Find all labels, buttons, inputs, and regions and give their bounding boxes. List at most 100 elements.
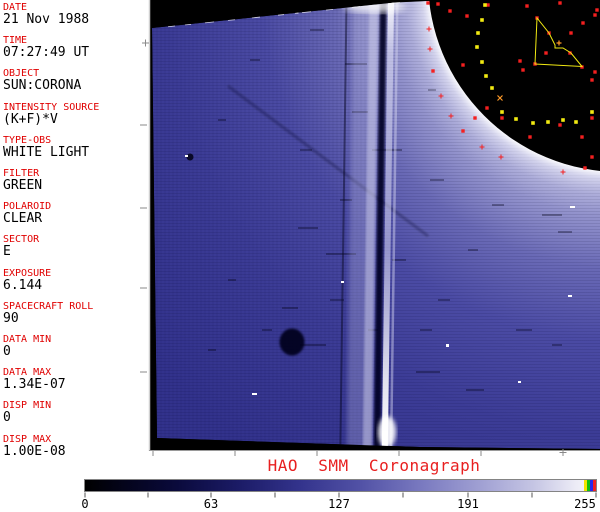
marker-yellow-square — [561, 118, 565, 122]
field-value: 07:27:49 UT — [3, 45, 90, 60]
plot-axes — [140, 0, 600, 456]
marker-red-square — [436, 2, 440, 6]
marker-red-cross — [427, 46, 433, 52]
marker-yellow-square — [490, 86, 494, 90]
colorbar-top-color-blue — [590, 480, 593, 491]
metadata-field: EXPOSURE 6.144 — [3, 268, 51, 293]
colorbar-top-color-red — [593, 480, 596, 491]
field-value: E — [3, 244, 11, 259]
marker-red-cross — [498, 154, 504, 160]
metadata-field: TIME 07:27:49 UT — [3, 35, 89, 60]
marker-red-square — [448, 9, 452, 13]
marker-red-square — [595, 8, 599, 12]
marker-yellow-square — [546, 120, 550, 124]
marker-orange-x — [497, 95, 503, 101]
field-label: DATE — [3, 2, 28, 13]
marker-red-square — [486, 3, 490, 7]
colorbar-top-color-yellow — [584, 480, 587, 491]
colorbar-tick-label: 191 — [457, 497, 479, 511]
metadata-field: DATA MIN 0 — [3, 334, 51, 359]
colorbar-tick-label: 255 — [574, 497, 596, 511]
marker-red-square — [580, 135, 584, 139]
marker-red-square — [590, 78, 594, 82]
marker-red-cross — [448, 113, 454, 119]
marker-red-cross — [479, 144, 485, 150]
marker-red-square — [461, 129, 465, 133]
marker-red-square — [558, 123, 562, 127]
marker-yellow-square — [483, 3, 487, 7]
marker-red-square — [528, 135, 532, 139]
field-value: GREEN — [3, 178, 43, 193]
marker-red-cross — [438, 93, 444, 99]
marker-red-square — [426, 1, 430, 5]
field-value: (K+F)*V — [3, 112, 58, 127]
colorbar-top-color-green — [587, 480, 590, 491]
marker-yellow-square — [500, 110, 504, 114]
metadata-field: DATE 21 Nov 1988 — [3, 2, 89, 27]
dark-spot — [186, 153, 194, 161]
field-label: DISP MIN — [3, 400, 52, 411]
field-label: SECTOR — [3, 234, 40, 245]
colorbar-tick-label: 127 — [328, 497, 350, 511]
marker-red-cross — [426, 26, 432, 32]
field-label: TYPE-OBS — [3, 135, 52, 146]
marker-red-square — [590, 116, 594, 120]
marker-red-square — [465, 14, 469, 18]
field-label: DATA MIN — [3, 334, 52, 345]
metadata-field: SPACECRAFT ROLL 90 — [3, 301, 93, 326]
marker-yellow-square — [484, 74, 488, 78]
marker-red-square — [485, 106, 489, 110]
marker-red-square — [521, 68, 525, 72]
metadata-field: TYPE-OBS WHITE LIGHT — [3, 135, 89, 160]
colorbar-ticks — [84, 492, 597, 498]
field-value: SUN:CORONA — [3, 78, 82, 93]
field-value: 21 Nov 1988 — [3, 12, 90, 27]
marker-red-square — [518, 59, 522, 63]
metadata-field: DISP MAX 1.00E-08 — [3, 434, 66, 459]
marker-red-square — [500, 116, 504, 120]
metadata-field: SECTOR E — [3, 234, 39, 259]
field-label: OBJECT — [3, 68, 40, 79]
field-value: CLEAR — [3, 211, 43, 226]
field-label: INTENSITY SOURCE — [3, 102, 100, 113]
colorbar — [84, 479, 597, 492]
marker-yellow-square — [590, 110, 594, 114]
image-title: HAO SMM Coronagraph — [267, 456, 481, 475]
region-outline-polygon — [534, 16, 584, 68]
marker-red-square — [590, 155, 594, 159]
metadata-field: OBJECT SUN:CORONA — [3, 68, 81, 93]
field-value: 0 — [3, 344, 11, 359]
marker-red-square — [568, 51, 572, 55]
colorbar-tick-label: 0 — [81, 497, 89, 511]
field-value: 0 — [3, 410, 11, 425]
field-label: TIME — [3, 35, 28, 46]
field-label: POLAROID — [3, 201, 52, 212]
field-value: 1.34E-07 — [3, 377, 66, 392]
field-value: 90 — [3, 311, 19, 326]
field-value: 1.00E-08 — [3, 444, 66, 459]
marker-yellow-square — [574, 120, 578, 124]
marker-orange-plus — [556, 40, 562, 46]
dark-blob — [279, 328, 305, 356]
marker-yellow-square — [480, 18, 484, 22]
field-label: SPACECRAFT ROLL — [3, 301, 94, 312]
marker-red-square — [544, 51, 548, 55]
pylon-diffraction-band — [339, 0, 407, 449]
marker-red-cross — [560, 169, 566, 175]
field-label: DATA MAX — [3, 367, 52, 378]
marker-red-square — [558, 1, 562, 5]
colorbar-gradient — [85, 480, 596, 491]
axis-ticks — [140, 39, 567, 456]
field-label: FILTER — [3, 168, 40, 179]
marker-red-square — [525, 4, 529, 8]
marker-red-square — [473, 116, 477, 120]
metadata-field: POLAROID CLEAR — [3, 201, 51, 226]
marker-red-square — [583, 166, 587, 170]
field-label: DISP MAX — [3, 434, 52, 445]
metadata-field: DISP MIN 0 — [3, 400, 51, 425]
colorbar-tick-label: 63 — [203, 497, 219, 511]
marker-yellow-square — [514, 117, 518, 121]
marker-red-square — [593, 70, 597, 74]
